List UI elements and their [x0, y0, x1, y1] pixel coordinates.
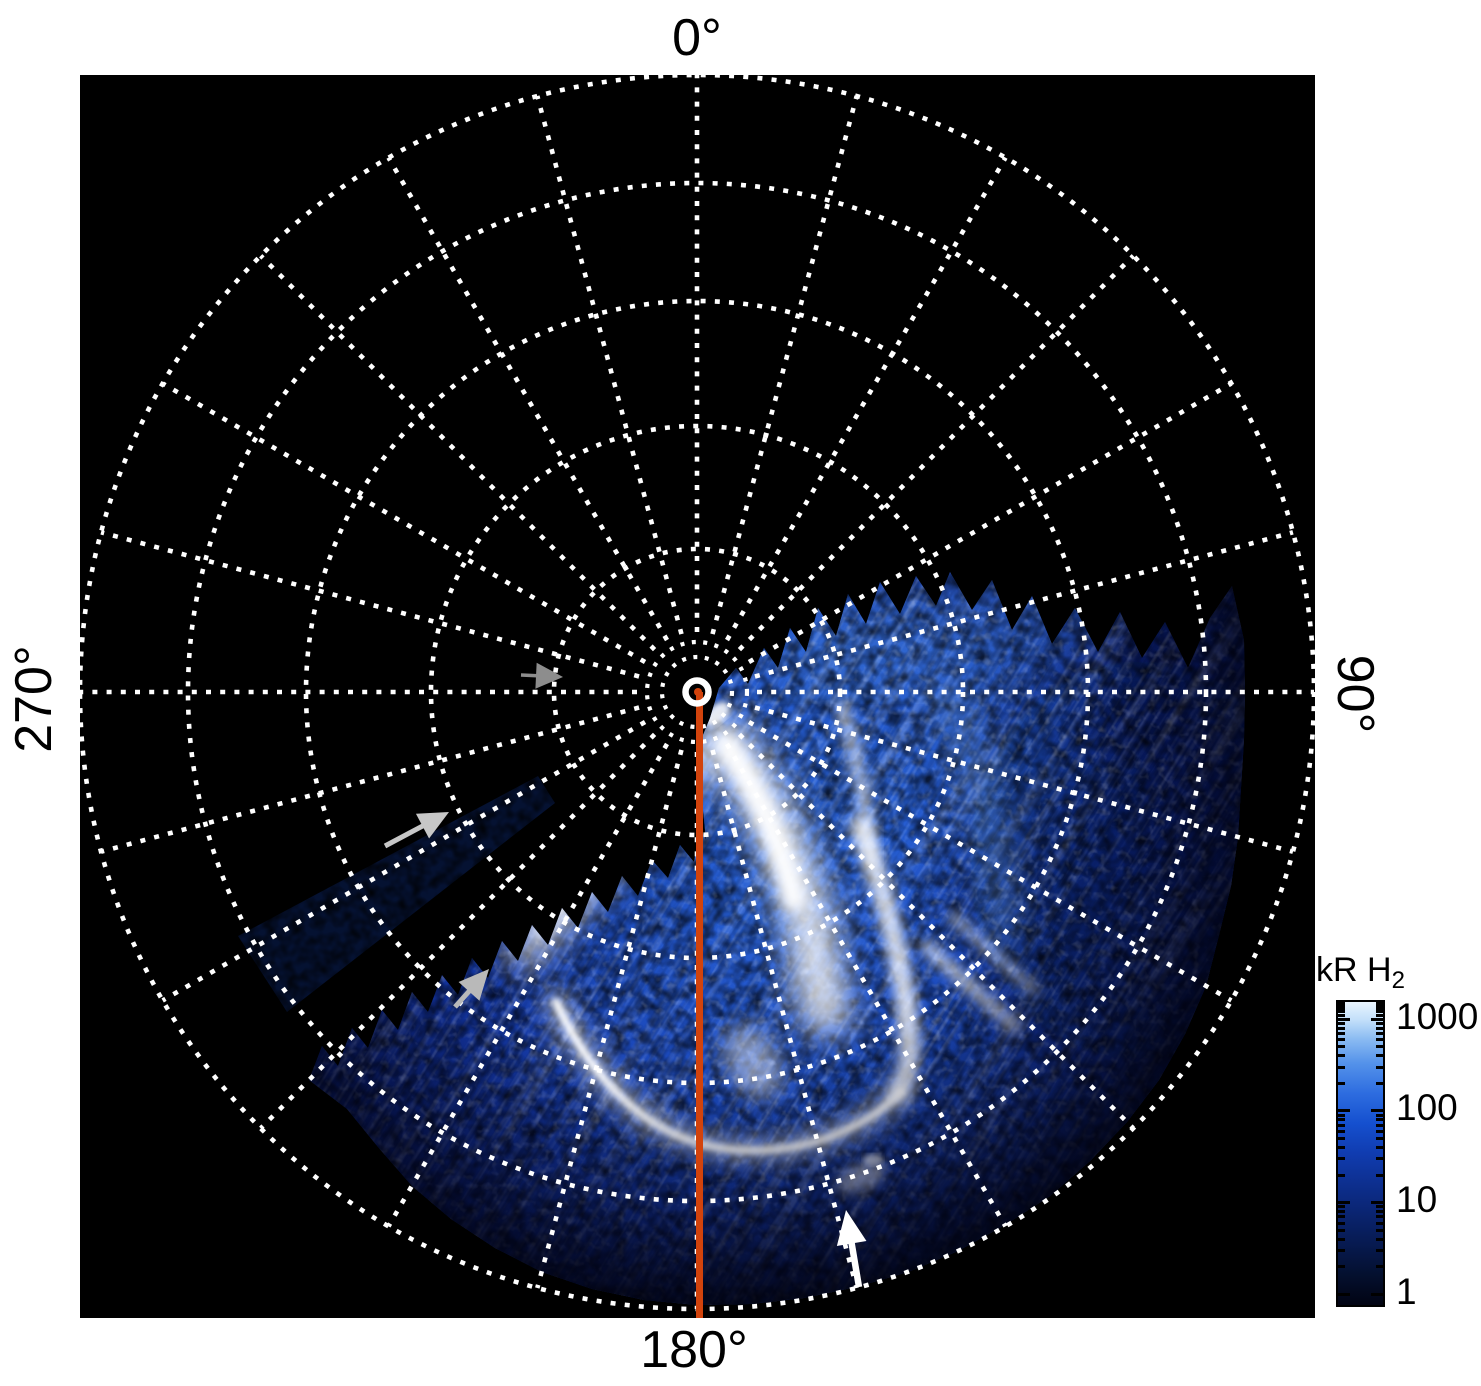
colorbar-tick — [1338, 1007, 1345, 1011]
colorbar-tick — [1376, 1010, 1383, 1014]
colorbar-label-1: 1 — [1396, 1271, 1417, 1313]
colorbar-tick — [1376, 1026, 1383, 1030]
colorbar-tick — [1376, 1173, 1383, 1177]
colorbar-tick — [1338, 1137, 1345, 1141]
colorbar-tick — [1376, 1081, 1383, 1085]
colorbar-tick — [1338, 1293, 1350, 1297]
angle-label-270: 270° — [5, 645, 63, 753]
angle-label-180: 180° — [640, 1321, 748, 1379]
colorbar-tick — [1338, 1228, 1345, 1232]
annotation-arrows — [383, 662, 867, 1288]
colorbar-label-100: 100 — [1396, 1087, 1458, 1129]
colorbar — [1336, 1000, 1385, 1307]
colorbar-tick — [1371, 1109, 1383, 1113]
colorbar-tick — [1338, 1157, 1345, 1161]
colorbar-tick — [1376, 1013, 1383, 1017]
center-ring — [682, 677, 712, 707]
grid-circle — [551, 546, 843, 838]
colorbar-tick — [1376, 1237, 1383, 1241]
colorbar-tick — [1376, 1007, 1383, 1011]
colorbar-tick — [1338, 1265, 1345, 1269]
colorbar-tick — [1376, 1137, 1383, 1141]
grid-circle-inner — [659, 654, 735, 730]
colorbar-tick — [1371, 1293, 1383, 1297]
colorbar-tick — [1338, 1249, 1345, 1253]
colorbar-tick — [1376, 1249, 1383, 1253]
colorbar-tick — [1338, 1146, 1345, 1149]
colorbar-tick-labels: 1000 100 10 1 — [1396, 996, 1481, 1312]
colorbar-tick — [1376, 1038, 1383, 1042]
polar-plot — [80, 75, 1315, 1318]
colorbar-tick — [1371, 1201, 1383, 1205]
colorbar-label-10: 10 — [1396, 1179, 1438, 1221]
gray-arrow-mid — [453, 969, 489, 1009]
colorbar-tick — [1376, 1065, 1383, 1069]
angle-label-90: 90° — [1326, 654, 1384, 734]
colorbar-tick — [1376, 1210, 1383, 1214]
colorbar-tick — [1376, 1157, 1383, 1161]
gray-arrow-small — [520, 662, 563, 689]
colorbar-tick — [1376, 1265, 1383, 1269]
colorbar-tick — [1338, 1221, 1345, 1225]
colorbar-tick — [1376, 1205, 1383, 1209]
colorbar-tick — [1338, 1173, 1345, 1177]
colorbar-tick — [1338, 1017, 1350, 1021]
colorbar-tick — [1338, 1038, 1345, 1042]
white-arrow-bottom — [836, 1210, 867, 1288]
colorbar-label-1000: 1000 — [1396, 995, 1479, 1037]
colorbar-tick — [1376, 1146, 1383, 1149]
colorbar-tick — [1338, 1004, 1345, 1008]
colorbar-tick — [1376, 1004, 1383, 1008]
center-dot — [694, 688, 702, 696]
colorbar-tick — [1338, 1081, 1345, 1085]
colorbar-title-subscript: 2 — [1391, 967, 1405, 994]
colorbar-tick — [1338, 1065, 1345, 1069]
colorbar-tick — [1376, 1123, 1383, 1127]
colorbar-tick — [1338, 1123, 1345, 1127]
colorbar-tick — [1338, 1026, 1345, 1030]
grid-circle-inner — [644, 639, 750, 745]
colorbar-tick — [1376, 1129, 1383, 1133]
colorbar-tick — [1338, 1054, 1345, 1058]
colorbar-tick — [1338, 1129, 1345, 1133]
colorbar-tick — [1338, 1001, 1345, 1005]
colorbar-tick — [1338, 1045, 1345, 1049]
colorbar-tick — [1338, 1109, 1350, 1113]
colorbar-tick — [1338, 1237, 1345, 1241]
colorbar-tick — [1376, 1215, 1383, 1219]
colorbar-tick — [1376, 1228, 1383, 1232]
colorbar-tick — [1338, 1118, 1345, 1122]
grid-circle — [428, 423, 966, 961]
angle-label-0: 0° — [672, 9, 722, 67]
colorbar-tick — [1338, 1021, 1345, 1025]
colorbar-tick — [1338, 1201, 1350, 1205]
colorbar-tick — [1338, 1031, 1345, 1035]
colorbar-tick — [1338, 1010, 1345, 1014]
colorbar-tick — [1376, 1045, 1383, 1049]
colorbar-tick — [1376, 1054, 1383, 1058]
colorbar-tick — [1376, 1021, 1383, 1025]
colorbar-tick — [1376, 1221, 1383, 1225]
colorbar-tick — [1338, 1113, 1345, 1117]
colorbar-tick — [1376, 1031, 1383, 1035]
colorbar-title: kR H2 — [1316, 951, 1405, 994]
colorbar-tick — [1376, 1113, 1383, 1117]
colorbar-tick — [1371, 1017, 1383, 1021]
colorbar-tick — [1376, 1001, 1383, 1005]
colorbar-tick — [1376, 1118, 1383, 1122]
colorbar-tick — [1338, 1210, 1345, 1214]
colorbar-tick — [1338, 1215, 1345, 1219]
light-arrow-left — [383, 812, 449, 849]
colorbar-tick — [1338, 1205, 1345, 1209]
colorbar-tick — [1338, 1013, 1345, 1017]
